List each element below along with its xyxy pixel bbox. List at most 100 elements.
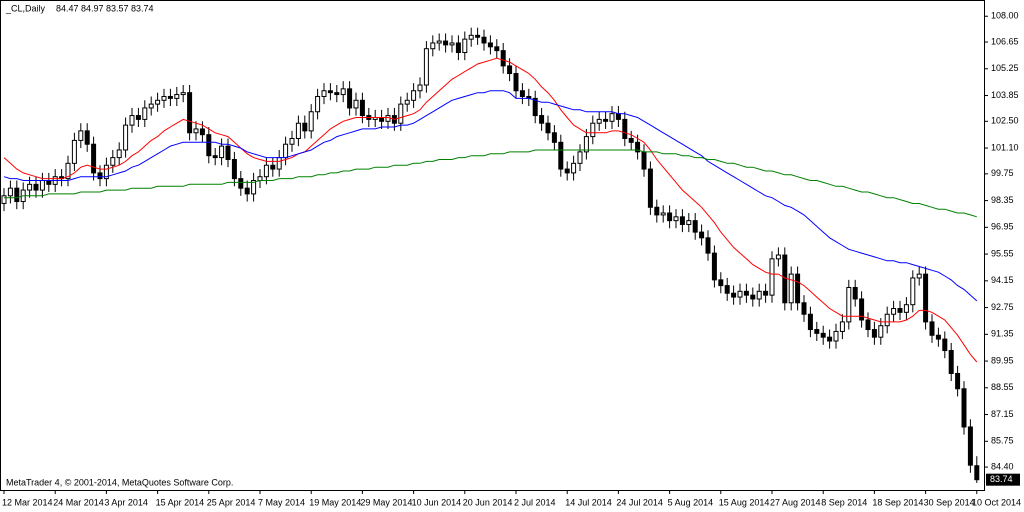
y-tick-label: 94.15 (991, 275, 1014, 285)
y-tick-label: 106.65 (991, 36, 1019, 46)
candle-body (455, 42, 461, 54)
candle-body (884, 313, 890, 327)
candle-body (686, 220, 692, 225)
candle-body (430, 42, 436, 50)
candle-body (129, 115, 135, 126)
y-tick-label: 108.00 (991, 11, 1019, 21)
candle-body (564, 168, 570, 174)
candle-body (833, 330, 839, 342)
candle-body (193, 128, 199, 134)
candle-body (763, 290, 769, 296)
candle-body (596, 118, 602, 124)
x-tick-label: 15 Aug 2014 (719, 497, 770, 507)
candle-body (622, 118, 628, 139)
x-tick-label: 29 May 2014 (360, 497, 412, 507)
candle-body (238, 178, 244, 189)
candle-body (577, 151, 583, 164)
y-tick-label: 84.40 (991, 461, 1014, 471)
candle-body (711, 252, 717, 281)
candle-body (667, 212, 673, 222)
candle-body (167, 95, 173, 99)
candle-body (507, 65, 513, 75)
candle-body (161, 95, 167, 101)
candle-body (212, 155, 218, 159)
candle-body (481, 36, 487, 44)
candle-body (327, 90, 333, 94)
x-tick-label: 24 Jul 2014 (616, 497, 663, 507)
x-tick-label: 10 Jun 2014 (412, 497, 462, 507)
candle-body (961, 388, 967, 428)
candle-body (302, 122, 308, 132)
candle-body (14, 187, 20, 203)
candle-body (801, 302, 807, 315)
candle-body (244, 187, 250, 195)
y-tick-label: 91.35 (991, 329, 1014, 339)
y-tick-label: 99.75 (991, 168, 1014, 178)
candle-body (865, 319, 871, 331)
candle-body (756, 290, 762, 300)
candle-body (897, 308, 903, 313)
y-tick-label: 98.35 (991, 195, 1014, 205)
current-price-label: 83.74 (990, 474, 1013, 484)
x-tick-label: 10 Oct 2014 (972, 497, 1021, 507)
candle-body (462, 38, 468, 54)
candle-body (955, 372, 961, 390)
candle-body (263, 164, 269, 178)
candle-body (846, 287, 852, 323)
candle-body (468, 34, 474, 40)
candle-body (769, 258, 775, 296)
candle-body (78, 130, 84, 141)
chart-header: _CL,Daily 84.47 84.97 83.57 83.74 (5, 3, 154, 13)
candle-body (199, 128, 205, 136)
current-price-box (986, 473, 1020, 486)
candle-body (942, 338, 948, 352)
plot-frame (0, 0, 985, 491)
candle-body (743, 290, 749, 296)
candle-body (814, 329, 820, 334)
candle-body (347, 88, 353, 109)
candle-body (436, 40, 442, 44)
candle-body (359, 99, 365, 117)
candle-body (974, 465, 980, 481)
candle-body (878, 325, 884, 338)
candle-body (289, 137, 295, 145)
candle-body (929, 321, 935, 336)
candle-body (935, 334, 941, 340)
candle-body (295, 122, 301, 139)
candle-body (334, 92, 340, 96)
candle-body (788, 273, 794, 304)
candle-body (91, 143, 97, 174)
candle-body (513, 73, 519, 92)
candle-body (705, 237, 711, 254)
candle-body (270, 164, 276, 170)
candle-body (891, 308, 897, 315)
candle-body (731, 292, 737, 298)
x-tick-label: 19 May 2014 (309, 497, 361, 507)
candle-body (923, 273, 929, 323)
candle-body (404, 99, 410, 105)
candle-body (385, 115, 391, 122)
candle-body (635, 141, 641, 153)
x-tick-label: 27 Aug 2014 (770, 497, 821, 507)
candle-body (46, 180, 52, 185)
candle-body (641, 151, 647, 170)
candle-body (692, 220, 698, 233)
candle-body (417, 84, 423, 92)
x-tick-label: 5 Aug 2014 (668, 497, 714, 507)
candle-body (257, 176, 263, 182)
candle-body (609, 113, 615, 122)
candle-body (315, 95, 321, 113)
x-tick-label: 20 Jun 2014 (463, 497, 513, 507)
y-tick-label: 87.15 (991, 409, 1014, 419)
candle-body (116, 149, 122, 159)
x-tick-label: 25 Apr 2014 (207, 497, 256, 507)
candle-body (219, 145, 225, 159)
candle-body (206, 134, 212, 157)
candle-body (718, 279, 724, 287)
candle-body (551, 132, 557, 143)
candle-body (39, 180, 45, 191)
ohlc-open: 84.47 (56, 3, 79, 13)
candle-body (820, 332, 826, 338)
candle-body (340, 88, 346, 96)
